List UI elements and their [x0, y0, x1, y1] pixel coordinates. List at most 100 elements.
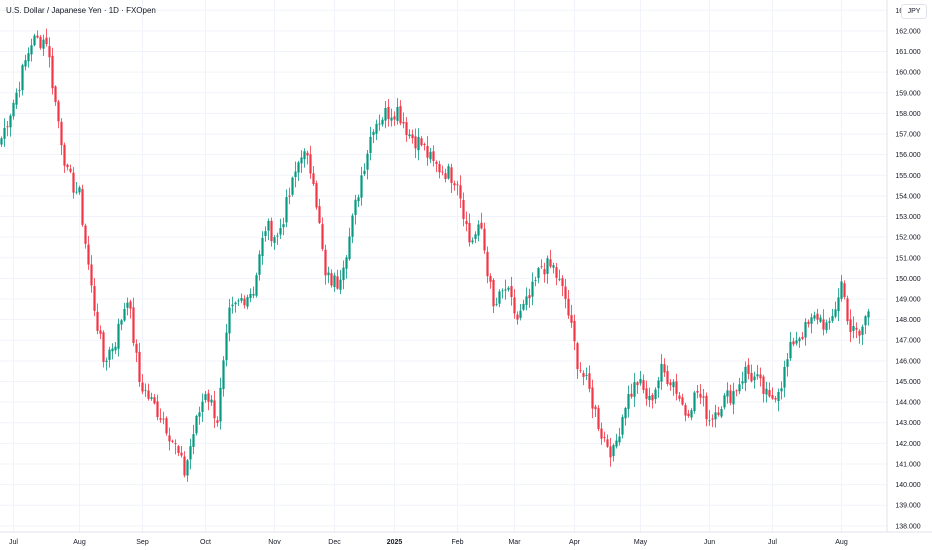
candle-body [408, 134, 411, 137]
candle-body [477, 224, 480, 236]
candle [855, 322, 858, 339]
candle [78, 185, 81, 195]
candle-body [567, 298, 570, 316]
candle-body [27, 53, 30, 62]
candle-body [15, 92, 18, 105]
candle [42, 34, 45, 56]
candle-body [816, 313, 819, 320]
candle [414, 128, 417, 158]
chart-title: U.S. Dollar / Japanese Yen · 1D · FXOpen [6, 6, 156, 15]
time-axis[interactable]: Jul Aug Sep Oct Nov Dec 2025 Feb Mar Apr May Jun Jul… [9, 539, 848, 546]
candle-body [336, 276, 339, 289]
time-tick-label: Jul [9, 539, 18, 546]
candle [246, 294, 249, 310]
candle [768, 382, 771, 398]
candle-body [390, 117, 393, 121]
candle-body [582, 373, 585, 377]
candle [240, 293, 243, 304]
price-tick-label: 154.000 [895, 193, 920, 200]
candle [357, 194, 360, 207]
candle-body [444, 173, 447, 179]
candle-body [186, 460, 189, 476]
candle-body [282, 224, 285, 228]
candle [567, 289, 570, 319]
candle-body [648, 395, 651, 400]
candle [633, 372, 636, 407]
price-tick-label: 140.000 [895, 482, 920, 489]
time-tick-label: Feb [451, 539, 463, 546]
candle-body [471, 240, 474, 243]
candle [477, 220, 480, 242]
candle-body [300, 157, 303, 164]
price-tick-label: 149.000 [895, 296, 920, 303]
candle-body [162, 418, 165, 420]
candle [639, 371, 642, 386]
candle [24, 54, 27, 71]
candle-body [678, 395, 681, 399]
candle [816, 308, 819, 325]
candle [441, 165, 444, 176]
candle-body [660, 363, 663, 382]
candle [54, 85, 57, 106]
candle-body [411, 134, 414, 139]
candle [501, 288, 504, 299]
price-tick-label: 139.000 [895, 503, 920, 510]
candle-body [705, 395, 708, 420]
candle [96, 303, 99, 335]
candle-body [807, 321, 810, 325]
candle [528, 288, 531, 308]
candle [705, 392, 708, 427]
candle [597, 405, 600, 432]
candle-body [420, 138, 423, 146]
candle [852, 316, 855, 339]
candle-body [840, 281, 843, 299]
candle-body [537, 268, 540, 278]
candle [396, 98, 399, 125]
candle-body [696, 390, 699, 393]
candle [366, 149, 369, 180]
price-axis[interactable]: 163.000162.000161.000160.000159.000158.0… [895, 8, 920, 531]
candle-body [231, 304, 234, 307]
candle [516, 311, 519, 325]
candle [327, 266, 330, 284]
candle [636, 381, 639, 395]
candle [3, 118, 6, 147]
currency-button[interactable]: JPY [901, 4, 927, 19]
candle-body [540, 266, 543, 268]
candle [381, 117, 384, 127]
candle-body [312, 173, 315, 185]
candle-body [867, 311, 870, 318]
candle [714, 404, 717, 428]
candle [540, 259, 543, 269]
candle-body [120, 320, 123, 325]
candle-body [90, 264, 93, 286]
candle-body [291, 177, 294, 195]
candle [243, 295, 246, 309]
candle [624, 406, 627, 426]
candle-body [402, 121, 405, 124]
candle [801, 331, 804, 341]
candle-body [354, 199, 357, 215]
candle-body [789, 341, 792, 359]
candle-body [168, 435, 171, 442]
time-tick-label: Mar [508, 539, 521, 546]
candle [648, 387, 651, 408]
candle-body [54, 86, 57, 102]
candle-body [30, 45, 33, 55]
candle-body [333, 275, 336, 288]
candle [408, 129, 411, 139]
candle [201, 393, 204, 422]
candle [702, 388, 705, 407]
candle [372, 129, 375, 144]
time-tick-label: Aug [73, 539, 86, 546]
candle [63, 142, 66, 173]
candle-body [138, 351, 141, 383]
candle-body [438, 163, 441, 173]
candle-body [276, 235, 279, 237]
candle-body [849, 319, 852, 332]
candle-body [633, 382, 636, 397]
price-tick-label: 147.000 [895, 338, 920, 345]
candle-body [3, 127, 6, 139]
candle-body [462, 200, 465, 220]
